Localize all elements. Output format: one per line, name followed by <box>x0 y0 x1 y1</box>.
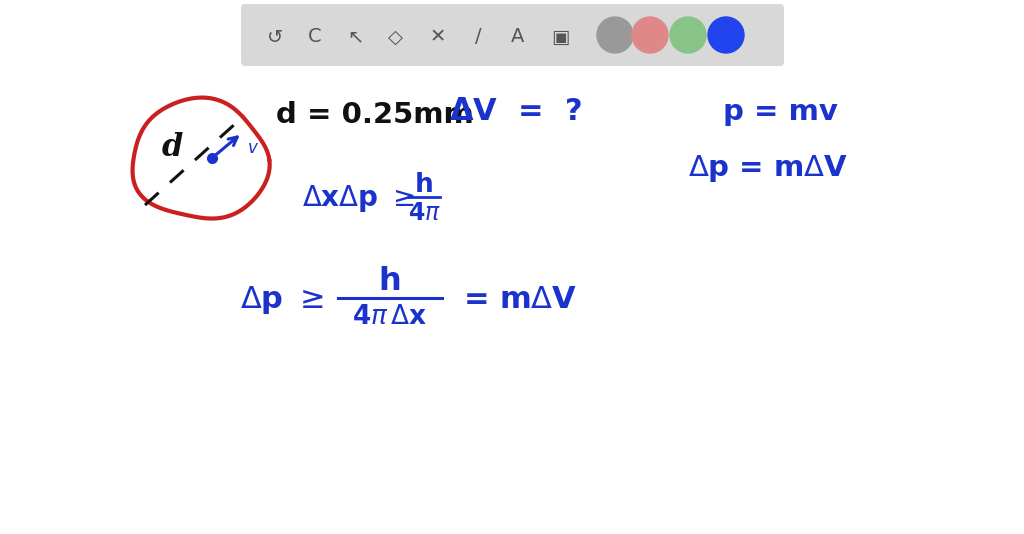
Text: A: A <box>511 27 524 46</box>
Text: = m$\Delta$V: = m$\Delta$V <box>463 286 578 315</box>
Text: h: h <box>415 172 433 198</box>
FancyBboxPatch shape <box>241 4 784 66</box>
Text: d = 0.25mm: d = 0.25mm <box>276 101 474 129</box>
Text: $\Delta$x$\Delta$p $\geq$: $\Delta$x$\Delta$p $\geq$ <box>302 183 415 214</box>
Text: 4$\pi\,\Delta$x: 4$\pi\,\Delta$x <box>352 304 428 330</box>
Text: /: / <box>475 27 481 46</box>
Text: $\Delta$p $\geq$: $\Delta$p $\geq$ <box>240 284 324 316</box>
Text: C: C <box>308 27 322 46</box>
Text: ↺: ↺ <box>267 27 284 46</box>
Circle shape <box>670 17 706 53</box>
Text: p = mv: p = mv <box>723 98 838 126</box>
Text: ✕: ✕ <box>430 27 446 46</box>
Text: d: d <box>162 132 182 163</box>
Text: ▣: ▣ <box>551 27 569 46</box>
Text: 4$\pi$: 4$\pi$ <box>408 201 440 225</box>
Circle shape <box>597 17 633 53</box>
Text: ◇: ◇ <box>387 27 402 46</box>
Text: $\Delta$p = m$\Delta$V: $\Delta$p = m$\Delta$V <box>688 153 848 184</box>
Circle shape <box>708 17 744 53</box>
Text: h: h <box>379 266 401 297</box>
Circle shape <box>632 17 668 53</box>
Text: v: v <box>248 139 258 157</box>
Text: $\mathbf{\Delta}$V  =  ?: $\mathbf{\Delta}$V = ? <box>449 98 582 127</box>
Text: ↖: ↖ <box>347 27 364 46</box>
